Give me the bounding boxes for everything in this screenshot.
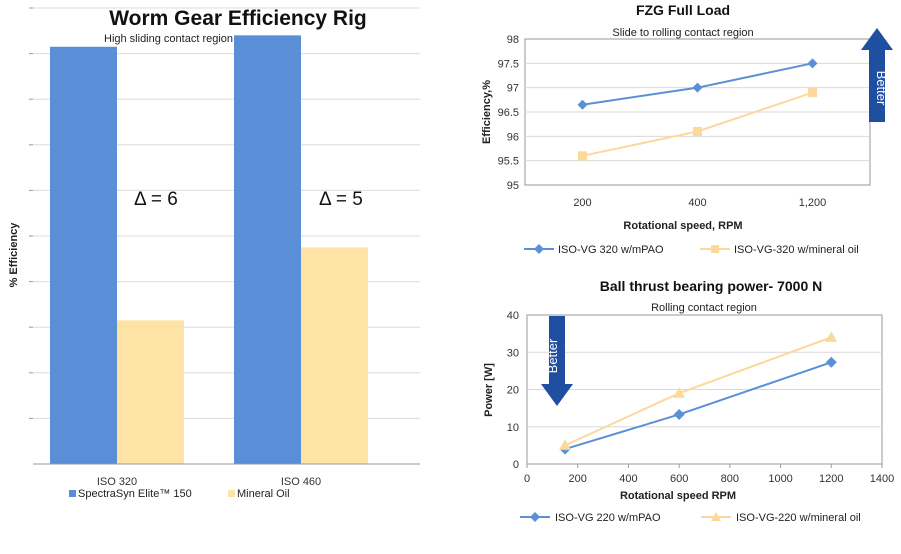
fzg-point-mpao (577, 99, 588, 110)
bearing-y-tick-label: 30 (507, 347, 519, 359)
fzg-gridlines (524, 38, 871, 186)
fzg-chart: FZG Full Load Slide to rolling contact r… (481, 2, 893, 256)
fzg-series (577, 58, 818, 161)
bearing-y-axis-label: Power [W] (483, 363, 495, 417)
bearing-x-tick-label: 800 (721, 473, 739, 485)
fzg-better-label: Better (874, 71, 889, 106)
bearing-chart-title: Ball thrust bearing power- 7000 N (600, 278, 823, 294)
fzg-point-mineral (808, 88, 817, 98)
bearing-legend-marker-mpao (530, 512, 540, 522)
bearing-x-tick-label: 200 (569, 473, 587, 485)
bearing-point-mineral (559, 439, 572, 450)
worm-legend-swatch-mineral (228, 490, 235, 497)
bearing-x-tick-labels: 0 200 400 600 800 1000 1200 1400 (524, 473, 894, 485)
worm-bar-spectrasyn-iso320 (50, 46, 117, 464)
bearing-chart-subtitle: Rolling contact region (651, 302, 757, 314)
fzg-chart-subtitle: Slide to rolling contact region (612, 27, 753, 39)
bearing-y-tick-labels: 0 10 20 30 40 (507, 310, 519, 471)
worm-legend-label-spectrasyn: SpectraSyn Elite™ 150 (78, 488, 192, 500)
worm-delta-annotation-1: Δ = 6 (134, 189, 178, 210)
fzg-legend-label-mineral: ISO-VG-320 w/mineral oil (734, 244, 859, 256)
fzg-y-tick-label: 98 (507, 34, 519, 46)
bearing-better-label: Better (545, 338, 560, 373)
bearing-x-tick-label: 600 (670, 473, 688, 485)
fzg-y-tick-label: 95 (507, 180, 519, 192)
fzg-series-line-mineral (582, 91, 813, 157)
fzg-point-mpao (807, 58, 818, 69)
bearing-point-mineral (825, 331, 838, 342)
fzg-y-axis-label: Efficiency,% (481, 80, 493, 144)
worm-bar-mineral-iso320 (117, 320, 184, 464)
fzg-up-arrow-icon (861, 28, 893, 122)
fzg-legend-marker-mpao (534, 244, 544, 254)
bearing-series-line-mpao (564, 361, 832, 451)
bearing-better-arrow: Better (541, 316, 573, 406)
fzg-legend-marker-mineral (711, 245, 719, 253)
bearing-y-tick-label: 20 (507, 385, 519, 397)
fzg-x-tick-labels: 200 400 1,200 (573, 197, 826, 209)
fzg-x-tick-label: 1,200 (799, 197, 827, 209)
fzg-better-arrow: Better (861, 28, 893, 122)
bearing-x-tick-label: 1400 (870, 473, 894, 485)
bearing-x-tick-label: 0 (524, 473, 530, 485)
fzg-y-tick-label: 97.5 (498, 58, 519, 70)
worm-category-label-iso460: ISO 460 (281, 476, 321, 488)
bearing-x-tick-label: 400 (619, 473, 637, 485)
fzg-x-tick-label: 200 (573, 197, 591, 209)
fzg-y-tick-label: 96 (507, 131, 519, 143)
fzg-point-mineral (693, 126, 702, 136)
fzg-y-tick-label: 95.5 (498, 156, 519, 168)
fzg-x-tick-label: 400 (688, 197, 706, 209)
fzg-point-mineral (578, 151, 587, 161)
fzg-point-mpao (692, 82, 703, 93)
bearing-down-arrow-icon (541, 316, 573, 406)
worm-legend-swatch-spectrasyn (69, 490, 76, 497)
worm-delta-annotation-2: Δ = 5 (319, 189, 363, 210)
fzg-y-tick-label: 96.5 (498, 107, 519, 119)
bearing-series (559, 331, 838, 455)
bearing-y-tick-label: 10 (507, 422, 519, 434)
worm-y-axis-label: % Efficiency (8, 222, 20, 288)
fzg-y-tick-label: 97 (507, 83, 519, 95)
fzg-x-axis-label: Rotational speed, RPM (623, 220, 742, 232)
fzg-legend-label-mpao: ISO-VG 320 w/mPAO (558, 244, 664, 256)
worm-chart-title: Worm Gear Efficiency Rig (109, 7, 367, 30)
ball-thrust-chart: Ball thrust bearing power- 7000 N Rollin… (483, 278, 894, 524)
worm-bar-mineral-iso460 (301, 247, 368, 464)
bearing-x-tick-label: 1200 (819, 473, 843, 485)
worm-legend-label-mineral: Mineral Oil (237, 488, 290, 500)
bearing-legend-label-mpao: ISO-VG 220 w/mPAO (555, 512, 661, 524)
fzg-chart-title: FZG Full Load (636, 2, 730, 18)
bearing-point-mpao (673, 408, 685, 420)
bearing-point-mineral (673, 387, 686, 398)
fzg-y-tick-labels: 95 95.5 96 96.5 97 97.5 98 (498, 34, 519, 192)
bearing-x-tick-label: 1000 (768, 473, 792, 485)
bearing-x-axis-label: Rotational speed RPM (620, 490, 736, 502)
bearing-legend-label-mineral: ISO-VG-220 w/mineral oil (736, 512, 861, 524)
worm-bar-spectrasyn-iso460 (234, 35, 301, 465)
bearing-gridlines (526, 314, 883, 468)
bearing-legend-marker-mineral (711, 512, 721, 521)
bearing-point-mpao (825, 356, 837, 368)
bearing-y-tick-label: 0 (513, 459, 519, 471)
worm-bars (50, 35, 368, 465)
bearing-series-line-mineral (564, 336, 832, 447)
bearing-y-tick-label: 40 (507, 310, 519, 322)
worm-chart-subtitle: High sliding contact region (104, 33, 233, 45)
worm-gear-chart: Worm Gear Efficiency Rig High sliding co… (8, 7, 420, 500)
worm-category-label-iso320: ISO 320 (97, 476, 137, 488)
